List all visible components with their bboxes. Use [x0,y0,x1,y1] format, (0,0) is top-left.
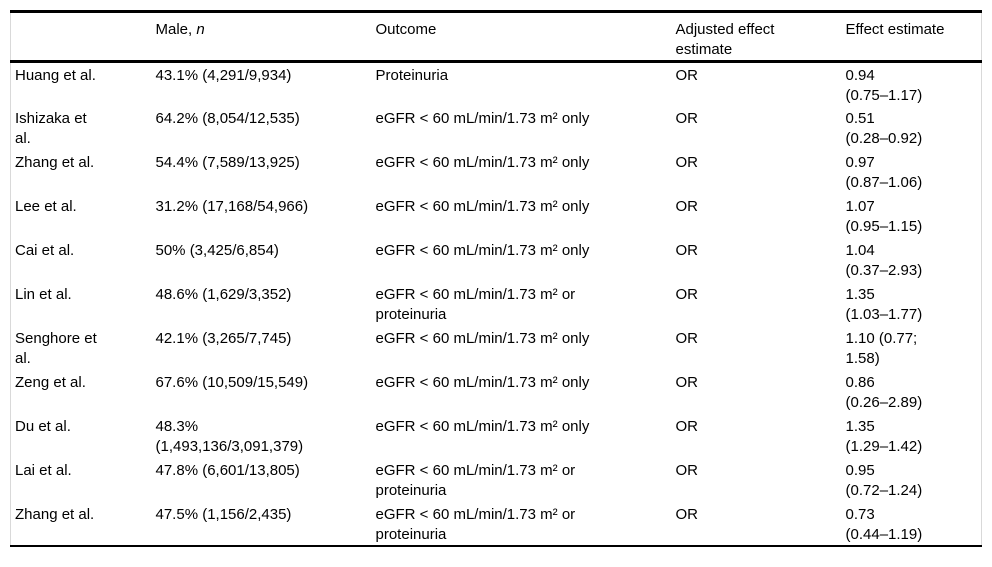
study-cell: Cai et al. [15,242,75,259]
effect-estimate-cell: 0.97 (0.87–1.06) [845,154,923,191]
male-n-cell: 47.5% (1,156/2,435) [155,506,292,523]
outcome-cell: eGFR < 60 mL/min/1.73 m² only [375,110,590,127]
study-cell: Zhang et al. [15,154,95,171]
effect-estimate-cell: 1.35 (1.03–1.77) [845,286,923,323]
study-cell: Du et al. [15,418,71,435]
effect-estimate-cell: 0.95 (0.72–1.24) [845,462,923,499]
adjusted-effect-cell: OR [675,154,699,171]
adjusted-effect-cell: OR [675,198,699,215]
outcome-cell: eGFR < 60 mL/min/1.73 m² only [375,330,590,347]
male-n-cell: 54.4% (7,589/13,925) [155,154,300,171]
male-n-cell: 67.6% (10,509/15,549) [155,374,309,391]
study-cell: Zhang et al. [15,506,95,523]
col-header-male-prefix: Male, [155,21,197,38]
effect-estimate-cell: 0.86 (0.26–2.89) [845,374,923,411]
table-row: Lai et al. 47.8% (6,601/13,805) eGFR < 6… [11,458,982,502]
study-cell: Lin et al. [15,286,72,303]
study-cell: Lee et al. [15,198,77,215]
adjusted-effect-cell: OR [675,462,699,479]
effect-estimate-cell: 1.07 (0.95–1.15) [845,198,923,235]
outcome-cell: eGFR < 60 mL/min/1.73 m² only [375,198,590,215]
adjusted-effect-cell: OR [675,330,699,347]
table-row: Lin et al. 48.6% (1,629/3,352) eGFR < 60… [11,282,982,326]
col-header-male-n: n [196,21,205,38]
effect-estimate-cell: 0.94 (0.75–1.17) [845,67,923,104]
outcome-cell: eGFR < 60 mL/min/1.73 m² or proteinuria [375,462,576,499]
study-cell: Huang et al. [15,67,96,84]
table-row: Ishizaka et al. 64.2% (8,054/12,535) eGF… [11,106,982,150]
col-header-outcome: Outcome [371,11,672,63]
effect-estimate-cell: 0.51 (0.28–0.92) [845,110,923,147]
header-row: Male, n Outcome Adjusted effect estimate… [10,11,982,63]
adjusted-effect-cell: OR [675,110,699,127]
table-row: Senghore et al. 42.1% (3,265/7,745) eGFR… [11,326,982,370]
adjusted-effect-cell: OR [675,506,699,523]
table-row: Du et al. 48.3% (1,493,136/3,091,379) eG… [11,414,982,458]
adjusted-effect-cell: OR [675,242,699,259]
outcome-cell: eGFR < 60 mL/min/1.73 m² only [375,374,590,391]
male-n-cell: 50% (3,425/6,854) [155,242,279,259]
effect-estimate-cell: 1.04 (0.37–2.93) [845,242,923,279]
outcome-cell: eGFR < 60 mL/min/1.73 m² only [375,242,590,259]
study-cell: Zeng et al. [15,374,86,391]
study-cell: Ishizaka et al. [15,110,87,147]
table-row: Zhang et al. 47.5% (1,156/2,435) eGFR < … [11,502,982,546]
male-n-cell: 42.1% (3,265/7,745) [155,330,292,347]
male-n-cell: 43.1% (4,291/9,934) [155,67,292,84]
outcome-cell: Proteinuria [375,67,449,84]
effect-estimate-cell: 1.35 (1.29–1.42) [845,418,923,455]
male-n-cell: 31.2% (17,168/54,966) [155,198,309,215]
adjusted-effect-cell: OR [675,286,699,303]
col-header-effect-estimate: Effect estimate [841,11,982,63]
outcome-cell: eGFR < 60 mL/min/1.73 m² or proteinuria [375,506,576,543]
table-row: Lee et al. 31.2% (17,168/54,966) eGFR < … [11,194,982,238]
col-header-study [10,11,152,63]
table-row: Cai et al. 50% (3,425/6,854) eGFR < 60 m… [11,238,982,282]
effect-estimate-cell: 1.10 (0.77; 1.58) [845,330,918,367]
col-header-male: Male, n [151,11,372,63]
outcome-cell: eGFR < 60 mL/min/1.73 m² only [375,418,590,435]
table-row: Zhang et al. 54.4% (7,589/13,925) eGFR <… [11,150,982,194]
male-n-cell: 47.8% (6,601/13,805) [155,462,300,479]
adjusted-effect-cell: OR [675,374,699,391]
study-cell: Senghore et al. [15,330,97,367]
outcome-cell: eGFR < 60 mL/min/1.73 m² or proteinuria [375,286,576,323]
adjusted-effect-cell: OR [675,67,699,84]
adjusted-effect-cell: OR [675,418,699,435]
outcome-cell: eGFR < 60 mL/min/1.73 m² only [375,154,590,171]
table-row: Huang et al. 43.1% (4,291/9,934) Protein… [11,62,982,107]
study-outcomes-table: Male, n Outcome Adjusted effect estimate… [10,10,982,547]
study-cell: Lai et al. [15,462,72,479]
table-row: Zeng et al. 67.6% (10,509/15,549) eGFR <… [11,370,982,414]
male-n-cell: 48.6% (1,629/3,352) [155,286,292,303]
effect-estimate-cell: 0.73 (0.44–1.19) [845,506,923,543]
male-n-cell: 48.3% (1,493,136/3,091,379) [155,418,304,455]
male-n-cell: 64.2% (8,054/12,535) [155,110,300,127]
col-header-adjusted-effect-estimate: Adjusted effect estimate [671,11,842,63]
